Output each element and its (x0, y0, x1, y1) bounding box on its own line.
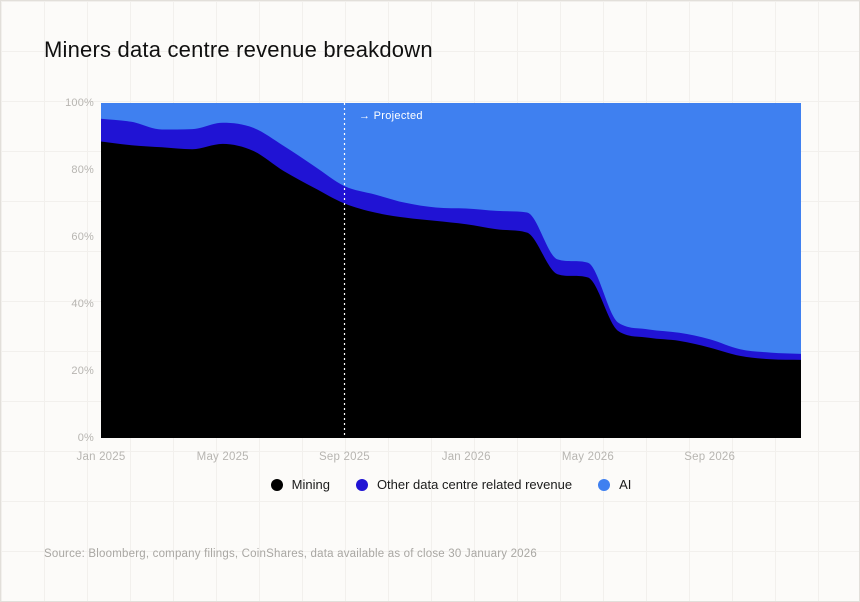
legend-label-mining: Mining (291, 477, 330, 492)
mining-dot-icon (270, 478, 283, 491)
x-tick-sep-2025: Sep 2025 (319, 451, 370, 463)
stacked-area-plot (101, 103, 801, 438)
y-axis: 100% 80% 60% 40% 20% 0% (1, 97, 94, 444)
other-revenue-dot-icon (355, 478, 368, 491)
y-tick-100: 100% (65, 97, 94, 109)
y-tick-40: 40% (71, 298, 94, 310)
x-tick-jan-2025: Jan 2025 (76, 451, 126, 463)
ai-dot-icon (598, 478, 611, 491)
x-tick-may-2026: May 2026 (561, 451, 615, 463)
chart-legend: Mining Other data centre related revenue… (101, 477, 801, 492)
y-tick-80: 80% (71, 164, 94, 176)
x-axis: Jan 2025 May 2025 Sep 2025 Jan 2026 May … (77, 451, 801, 467)
x-tick-may-2025: May 2025 (196, 451, 249, 463)
legend-item-other: Other data centre related revenue (355, 477, 573, 492)
source-note: Source: Bloomberg, company filings, Coin… (44, 548, 537, 560)
x-tick-jan-2026: Jan 2026 (441, 451, 491, 463)
x-tick-sep-2026: Sep 2026 (684, 451, 736, 463)
legend-item-ai: AI (598, 477, 631, 492)
projected-label: → Projected (359, 110, 423, 122)
page-title: Miners data centre revenue breakdown (44, 37, 433, 62)
legend-label-ai: AI (619, 477, 632, 492)
legend-item-mining: Mining (270, 477, 330, 492)
plot-area: → Projected (101, 103, 801, 438)
legend-label-other: Other data centre related revenue (376, 477, 573, 492)
y-tick-60: 60% (71, 231, 94, 243)
y-tick-0: 0% (77, 432, 94, 444)
y-tick-20: 20% (71, 365, 94, 377)
